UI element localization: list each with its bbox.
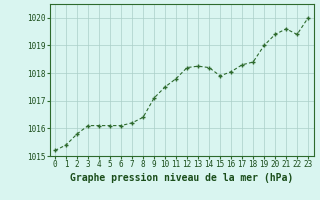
X-axis label: Graphe pression niveau de la mer (hPa): Graphe pression niveau de la mer (hPa) — [70, 173, 293, 183]
